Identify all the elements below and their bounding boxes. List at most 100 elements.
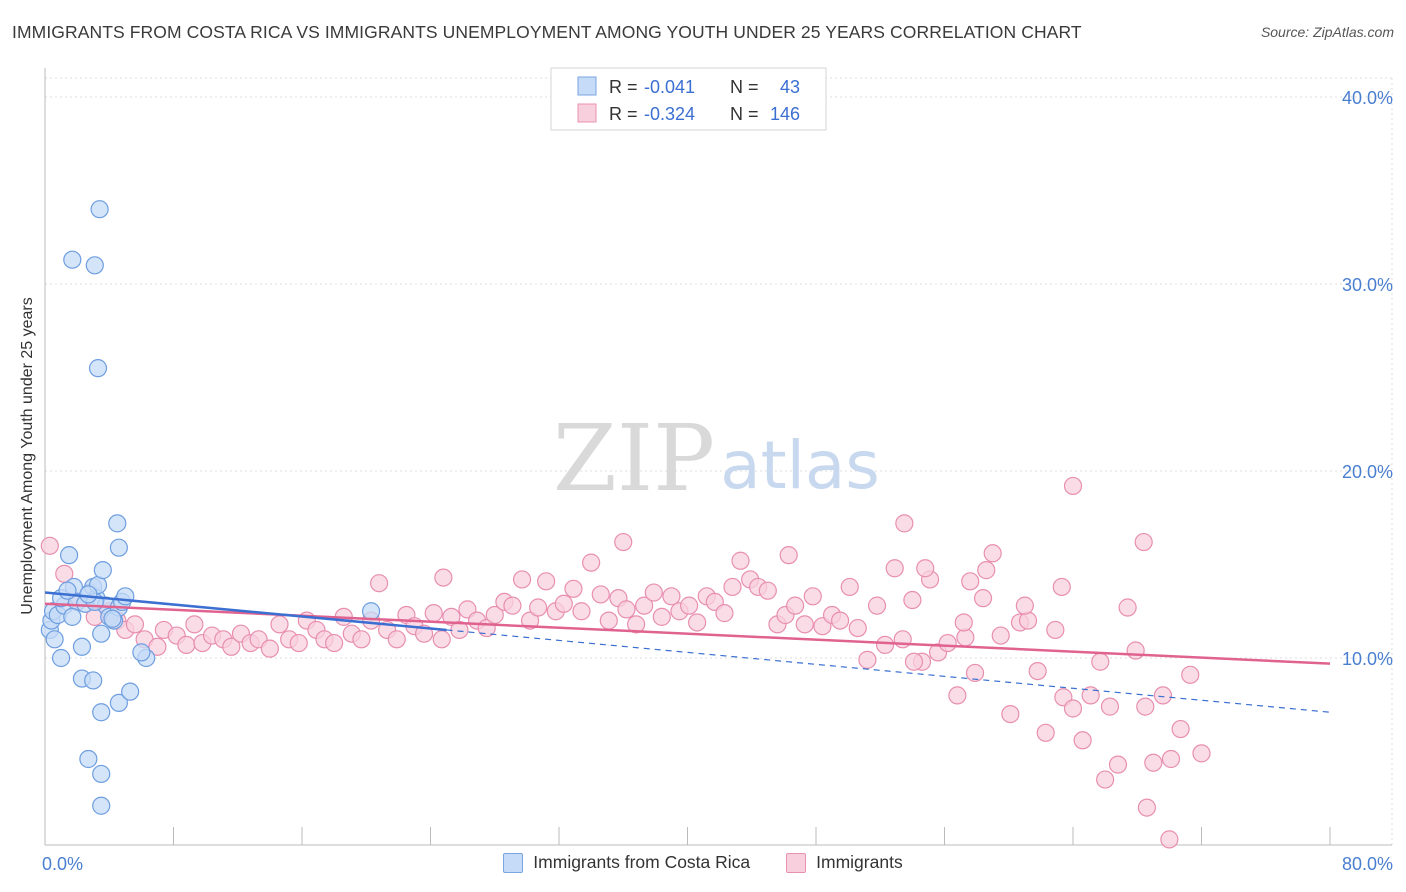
data-point-immigrants: [222, 637, 241, 656]
data-point-immigrants: [991, 626, 1010, 645]
data-point-immigrants: [1018, 611, 1038, 630]
data-point-immigrants: [903, 590, 922, 610]
data-point-immigrants: [893, 630, 912, 649]
data-point-immigrants: [424, 604, 443, 623]
data-point-costa-rica: [92, 703, 111, 722]
data-point-immigrants: [977, 561, 996, 580]
data-point-costa-rica: [88, 359, 108, 378]
data-point-immigrants: [1052, 577, 1071, 597]
bottom-legend-label-pink: Immigrants: [816, 852, 903, 872]
data-point-immigrants: [1028, 661, 1047, 681]
data-point-immigrants: [387, 630, 406, 649]
y-tick-label: 30.0%: [1342, 275, 1393, 295]
data-point-immigrants: [503, 596, 522, 615]
data-point-immigrants: [432, 630, 451, 649]
data-point-immigrants: [1001, 704, 1020, 724]
data-point-costa-rica: [93, 561, 112, 580]
data-point-immigrants: [731, 551, 750, 570]
data-point-costa-rica: [79, 585, 98, 604]
chart-title: IMMIGRANTS FROM COSTA RICA VS IMMIGRANTS…: [12, 22, 1082, 42]
data-point-immigrants: [512, 570, 532, 589]
data-point-immigrants: [983, 544, 1002, 563]
data-point-immigrants: [1181, 665, 1200, 684]
data-point-immigrants: [715, 604, 734, 623]
data-point-immigrants: [537, 572, 556, 591]
data-point-immigrants: [1144, 753, 1163, 772]
bottom-legend-swatch-blue: [503, 852, 524, 873]
trend-line-costa-rica: [44, 591, 447, 632]
data-point-immigrants: [1046, 620, 1065, 640]
legend-swatch-pink: [577, 103, 597, 123]
data-point-costa-rica: [84, 671, 103, 690]
data-point-immigrants: [1136, 697, 1155, 716]
data-point-immigrants: [830, 611, 850, 630]
data-point-costa-rica: [92, 624, 111, 643]
data-point-costa-rica: [92, 796, 111, 815]
series-costa-rica-points: [40, 200, 381, 815]
data-point-costa-rica: [92, 764, 111, 784]
data-point-immigrants: [177, 635, 196, 655]
data-point-immigrants: [1118, 598, 1137, 617]
data-point-immigrants: [848, 618, 867, 638]
data-point-immigrants: [1192, 744, 1211, 763]
data-point-immigrants: [895, 514, 914, 533]
data-point-immigrants: [554, 594, 573, 613]
data-point-immigrants: [954, 613, 973, 632]
data-point-immigrants: [1063, 476, 1083, 496]
legend-swatch-blue: [577, 76, 597, 96]
legend: R = -0.041 N = 43 R = -0.324 N = 146: [550, 67, 827, 131]
legend-box: [550, 67, 827, 131]
data-point-immigrants: [904, 652, 924, 671]
data-point-immigrants: [779, 546, 798, 565]
data-point-immigrants: [948, 686, 967, 705]
data-point-immigrants: [965, 663, 985, 683]
data-point-immigrants: [1015, 596, 1034, 615]
data-point-costa-rica: [109, 693, 128, 712]
data-point-costa-rica: [85, 256, 104, 275]
data-point-immigrants: [1100, 697, 1120, 716]
data-point-immigrants: [1160, 830, 1179, 849]
data-point-immigrants: [582, 553, 601, 572]
data-point-immigrants: [875, 635, 895, 655]
data-point-immigrants: [885, 559, 904, 578]
trend-line-costa-rica-dashed: [446, 629, 1331, 713]
watermark-zip: ZIP: [553, 405, 715, 512]
data-point-immigrants: [270, 615, 289, 634]
y-tick-label: 40.0%: [1342, 88, 1393, 108]
data-point-immigrants: [1081, 686, 1100, 705]
data-point-immigrants: [840, 577, 859, 597]
data-point-immigrants: [1161, 749, 1181, 769]
data-point-costa-rica: [45, 630, 64, 649]
legend-pink-r-value: -0.324: [644, 104, 695, 124]
bottom-legend-swatch-pink: [786, 852, 807, 873]
data-point-costa-rica: [79, 749, 98, 769]
data-point-immigrants: [352, 630, 371, 649]
data-point-immigrants: [956, 628, 975, 647]
data-point-costa-rica: [59, 546, 79, 565]
data-point-immigrants: [723, 577, 742, 597]
data-point-immigrants: [858, 650, 877, 669]
legend-blue-n-label: N =: [730, 77, 759, 97]
data-point-immigrants: [795, 615, 814, 634]
data-point-costa-rica: [109, 538, 128, 557]
y-tick-label: 10.0%: [1342, 649, 1393, 669]
x-tick-label: 0.0%: [42, 854, 83, 874]
watermark: ZIP atlas: [553, 405, 880, 512]
data-point-costa-rica: [63, 607, 82, 626]
trend-lines: [44, 591, 1331, 713]
data-point-costa-rica: [108, 514, 127, 533]
data-point-immigrants: [652, 607, 671, 626]
data-point-immigrants: [260, 639, 279, 658]
series-immigrants-points: [40, 476, 1211, 849]
bottom-legend: Immigrants from Costa Rica Immigrants: [0, 852, 1406, 873]
legend-blue-r-value: -0.041: [644, 77, 695, 97]
data-point-immigrants: [40, 536, 59, 555]
data-point-costa-rica: [103, 609, 122, 628]
data-point-immigrants: [758, 581, 777, 600]
data-point-immigrants: [916, 559, 935, 578]
axes: [44, 68, 1392, 846]
data-point-costa-rica: [116, 587, 135, 606]
x-tick-label: 80.0%: [1342, 854, 1393, 874]
source-label: Source: ZipAtlas.com: [1260, 24, 1394, 40]
